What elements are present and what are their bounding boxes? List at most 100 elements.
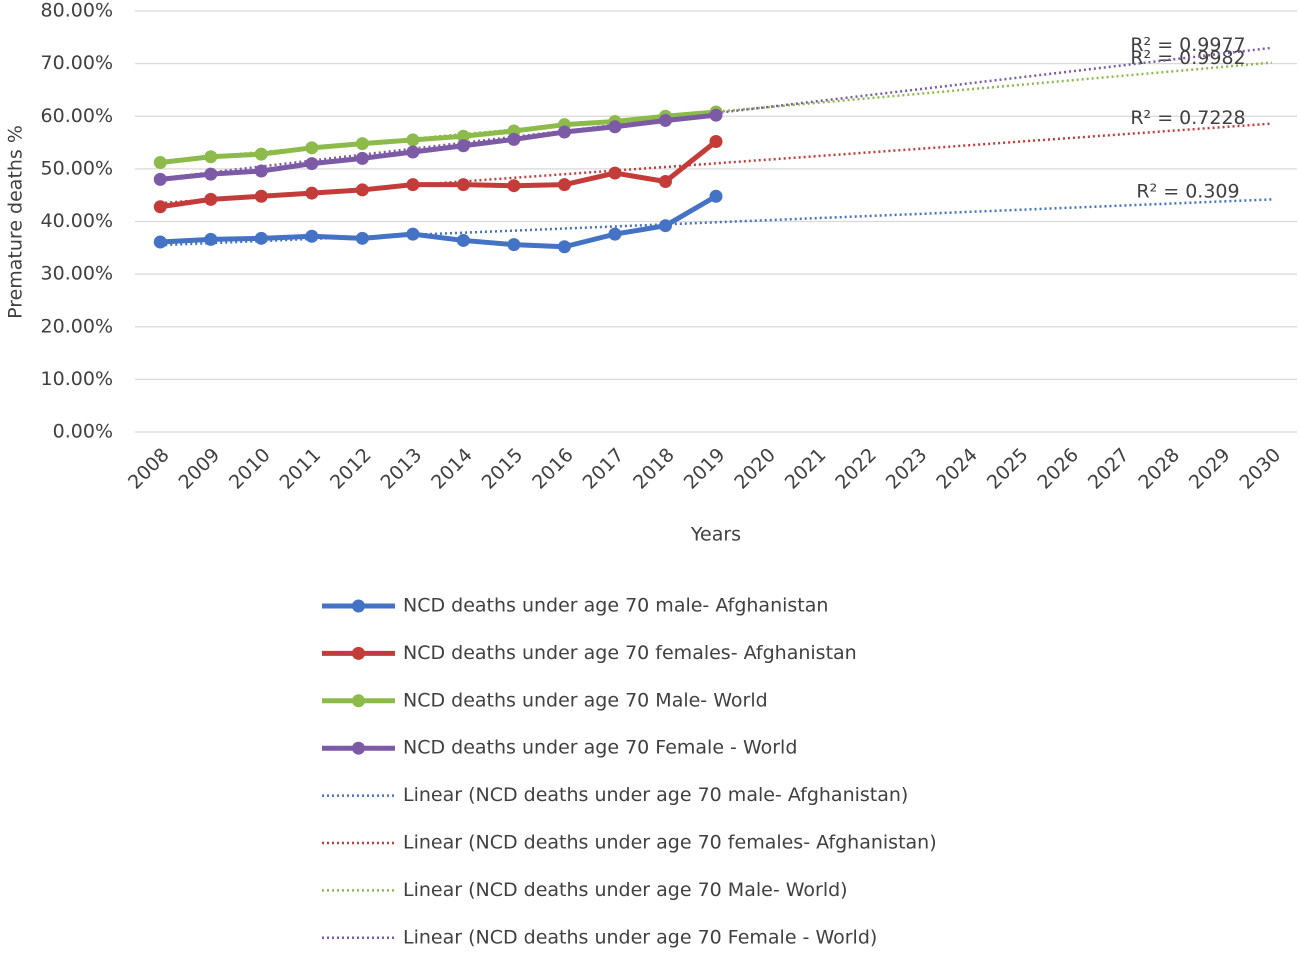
data-point (456, 129, 470, 143)
data-point (456, 139, 470, 153)
series-line (159, 109, 717, 166)
data-point (254, 164, 268, 178)
y-tick-label: 60.00% (41, 105, 113, 127)
legend-label: Linear (NCD deaths under age 70 Female -… (403, 926, 877, 948)
y-axis-label: Premature deaths % (5, 125, 27, 319)
data-point (153, 172, 167, 186)
data-point (153, 235, 167, 249)
data-point (658, 175, 672, 189)
trendline (160, 46, 1272, 180)
legend-swatch-marker (352, 741, 365, 755)
x-tick-label: 2013 (377, 444, 427, 494)
data-point (456, 233, 470, 247)
x-tick-label: 2023 (882, 444, 932, 494)
data-point (204, 167, 218, 181)
x-tick-label: 2011 (275, 444, 325, 494)
y-tick-label: 40.00% (41, 210, 113, 232)
data-point (204, 150, 218, 164)
x-tick-label: 2016 (528, 444, 578, 494)
data-point (204, 232, 218, 246)
data-point (507, 238, 521, 252)
data-point (355, 151, 369, 165)
r2-label: R² = 0.7228 (1130, 107, 1245, 129)
data-point (305, 229, 319, 243)
data-point (254, 189, 268, 203)
x-tick-label: 2025 (983, 444, 1033, 494)
legend-label: Linear (NCD deaths under age 70 Male- Wo… (403, 879, 848, 901)
x-tick-label: 2020 (730, 444, 780, 494)
x-tick-label: 2018 (629, 444, 679, 494)
x-tick-label: 2010 (225, 444, 275, 494)
y-tick-label: 10.00% (41, 368, 113, 390)
x-tick-label: 2019 (680, 444, 730, 494)
legend-label: NCD deaths under age 70 Female - World (403, 737, 797, 759)
series-line (159, 139, 718, 210)
data-point (658, 219, 672, 233)
r2-label: R² = 0.309 (1136, 181, 1239, 203)
data-point (254, 231, 268, 245)
legend-label: Linear (NCD deaths under age 70 male- Af… (403, 784, 908, 806)
series-line (160, 112, 717, 182)
legend-label: Linear (NCD deaths under age 70 females-… (403, 832, 937, 854)
data-point (608, 166, 622, 180)
data-point (204, 192, 218, 206)
data-point (406, 227, 420, 241)
x-axis-label: Years (690, 524, 741, 546)
data-point (305, 141, 319, 155)
legend-label: NCD deaths under age 70 females- Afghani… (403, 642, 857, 664)
data-point (355, 231, 369, 245)
y-tick-label: 0.00% (53, 421, 113, 443)
data-point (557, 240, 571, 254)
y-tick-label: 50.00% (41, 157, 113, 179)
data-point (406, 178, 420, 192)
data-point (355, 137, 369, 151)
r2-label: R² = 0.9977 (1130, 34, 1245, 56)
series-line (160, 194, 718, 250)
y-tick-label: 30.00% (41, 263, 113, 285)
data-point (305, 186, 319, 200)
legend-swatch-marker (352, 646, 365, 660)
x-tick-label: 2030 (1235, 444, 1285, 494)
data-point (254, 147, 268, 161)
x-tick-label: 2009 (174, 444, 224, 494)
y-tick-label: 80.00% (41, 0, 113, 22)
r2-label: R² = 0.9982 (1130, 47, 1245, 69)
x-tick-label: 2029 (1185, 444, 1235, 494)
data-point (709, 189, 723, 203)
data-point (608, 120, 622, 134)
data-point (557, 178, 571, 192)
legend-label: NCD deaths under age 70 Male- World (403, 689, 768, 711)
x-tick-label: 2026 (1033, 444, 1083, 494)
x-tick-label: 2024 (932, 444, 982, 494)
x-tick-label: 2027 (1084, 444, 1134, 494)
legend-swatch-marker (352, 694, 365, 708)
data-point (709, 108, 723, 122)
legend-label: NCD deaths under age 70 male- Afghanista… (403, 595, 828, 617)
data-point (658, 113, 672, 127)
data-point (507, 179, 521, 193)
x-tick-label: 2008 (124, 444, 174, 494)
data-point (406, 145, 420, 159)
x-tick-label: 2021 (781, 444, 831, 494)
data-point (507, 132, 521, 146)
y-tick-label: 20.00% (41, 315, 113, 337)
x-tick-label: 2028 (1134, 444, 1184, 494)
data-point (406, 133, 420, 147)
data-point (557, 125, 571, 139)
x-tick-label: 2015 (478, 444, 528, 494)
data-point (153, 156, 167, 170)
y-tick-label: 70.00% (41, 52, 113, 74)
x-tick-label: 2012 (326, 444, 376, 494)
x-tick-label: 2017 (579, 444, 629, 494)
data-point (709, 135, 723, 149)
x-tick-label: 2022 (831, 444, 881, 494)
data-point (153, 200, 167, 214)
data-point (355, 183, 369, 197)
data-point (305, 157, 319, 171)
x-tick-label: 2014 (427, 444, 477, 494)
legend-swatch-marker (352, 599, 365, 613)
data-point (456, 178, 470, 192)
data-point (608, 227, 622, 241)
